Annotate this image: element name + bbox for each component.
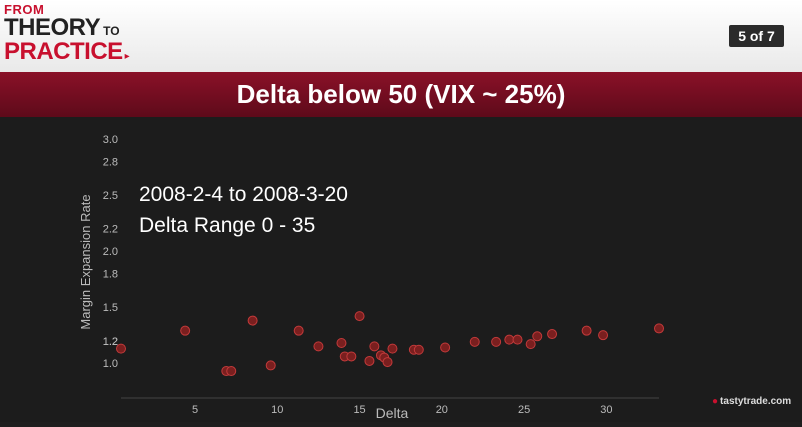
x-tick-label: 30 — [600, 404, 612, 416]
x-tick-label: 10 — [271, 404, 283, 416]
data-point — [504, 334, 515, 345]
data-point — [440, 342, 451, 353]
data-point — [512, 334, 523, 345]
x-tick-label: 15 — [353, 404, 365, 416]
data-point — [293, 325, 304, 336]
data-point — [116, 343, 126, 354]
x-tick-label: 5 — [192, 404, 198, 416]
x-axis-label: Delta — [376, 405, 409, 421]
y-tick-label: 1.0 — [103, 358, 118, 370]
y-tick-label: 3.0 — [103, 134, 118, 146]
data-point — [598, 330, 609, 341]
annotation-date-range: 2008-2-4 to 2008-3-20 — [139, 183, 348, 206]
x-tick-label: 20 — [436, 404, 448, 416]
data-point — [581, 325, 592, 336]
data-point — [413, 344, 424, 355]
y-tick-label: 1.5 — [103, 302, 118, 314]
data-point — [382, 357, 393, 368]
header-bar: FROM THEORY TO PRACTICE ▸ 5 of 7 — [0, 0, 802, 72]
y-axis-label: Margin Expansion Rate — [78, 194, 93, 329]
logo-theory: THEORY — [4, 14, 101, 41]
logo-arrow-icon: ▸ — [124, 51, 130, 62]
data-point — [313, 341, 324, 352]
data-point — [654, 323, 664, 334]
watermark-text: tastytrade.com — [720, 396, 792, 407]
data-point — [226, 366, 237, 377]
data-point — [180, 325, 191, 336]
data-point — [491, 336, 502, 347]
annotation-delta-range: Delta Range 0 - 35 — [139, 214, 315, 237]
y-tick-label: 2.5 — [103, 190, 118, 202]
y-tick-label: 2.8 — [103, 156, 118, 168]
y-tick-label: 2.0 — [103, 246, 118, 258]
tastytrade-watermark: ● tastytrade.com — [712, 396, 791, 407]
y-tick-label: 2.2 — [103, 224, 118, 236]
logo-from: FROM — [4, 2, 45, 17]
data-point — [336, 338, 347, 349]
data-point — [532, 331, 543, 342]
page-indicator: 5 of 7 — [729, 25, 784, 47]
data-point — [547, 329, 558, 340]
y-ticks: 1.01.21.21.51.82.02.22.52.83.0 — [103, 134, 118, 370]
y-tick-label: 1.2 — [103, 336, 118, 348]
logo-practice: PRACTICE — [4, 38, 123, 65]
data-points — [116, 311, 664, 377]
y-tick-label: 1.2 — [103, 336, 118, 348]
data-point — [369, 341, 380, 352]
data-point — [354, 311, 365, 322]
data-point — [364, 355, 375, 366]
x-ticks: 5 10 15 20 25 30 — [192, 404, 613, 416]
chart-area: 1.0 1.2 1.2 1.5 1.8 2.0 2.2 2.5 2.8 3.0 5 10 15 20 25… — [0, 117, 802, 422]
data-point — [265, 360, 276, 371]
data-point — [525, 339, 536, 350]
logo-to: TO — [103, 24, 120, 38]
data-point — [387, 343, 398, 354]
from-theory-to-practice-logo: FROM THEORY TO PRACTICE ▸ — [4, 3, 130, 64]
y-tick-label: 1.8 — [103, 269, 118, 281]
data-point — [346, 351, 357, 362]
data-point — [469, 336, 480, 347]
data-point — [247, 315, 258, 326]
x-tick-label: 25 — [518, 404, 530, 416]
slide-title: Delta below 50 (VIX ~ 25%) — [0, 72, 802, 117]
cherry-icon: ● — [712, 396, 719, 407]
scatter-chart: 1.01.21.21.51.82.02.22.52.83.0 5 10 15 20 25… — [78, 134, 664, 421]
